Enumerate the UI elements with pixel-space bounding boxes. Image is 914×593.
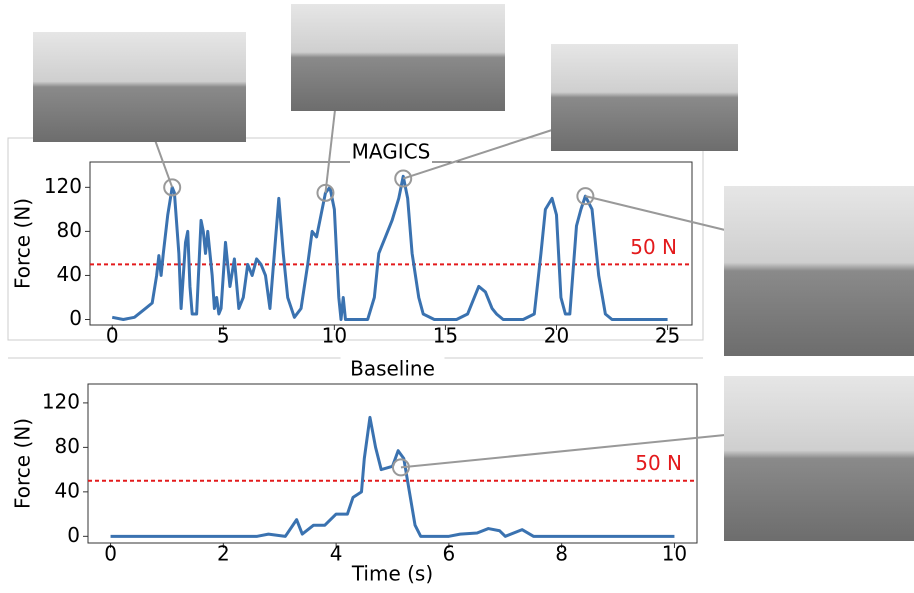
x-tick-label: 25 xyxy=(655,324,680,348)
photo xyxy=(724,376,914,541)
x-tick-label: 6 xyxy=(443,542,456,566)
photo xyxy=(551,44,738,151)
chart-title: Baseline xyxy=(350,357,435,381)
y-tick-label: 40 xyxy=(55,478,80,502)
y-tick-label: 80 xyxy=(57,218,82,242)
y-tick-label: 80 xyxy=(55,434,80,458)
x-tick-label: 10 xyxy=(662,542,687,566)
x-tick-label: 0 xyxy=(106,324,119,348)
y-axis-label: Force (N) xyxy=(11,198,35,289)
x-tick-label: 15 xyxy=(433,324,458,348)
y-tick-label: 120 xyxy=(44,174,82,198)
y-axis-label: Force (N) xyxy=(11,418,35,509)
photo xyxy=(291,4,505,111)
x-tick-label: 8 xyxy=(555,542,568,566)
y-tick-label: 0 xyxy=(69,306,82,330)
threshold-label: 50 N xyxy=(630,235,677,259)
figure: MAGICSForce (N)04080120051015202550 NBas… xyxy=(0,0,914,589)
x-tick-label: 2 xyxy=(217,542,230,566)
chart-title: MAGICS xyxy=(352,140,431,164)
x-tick-label: 10 xyxy=(322,324,347,348)
threshold-label: 50 N xyxy=(635,451,682,475)
x-axis-label: Time (s) xyxy=(351,562,433,586)
y-tick-label: 120 xyxy=(42,389,80,413)
y-tick-label: 0 xyxy=(67,523,80,547)
x-tick-label: 20 xyxy=(544,324,569,348)
x-tick-label: 0 xyxy=(104,542,117,566)
photo xyxy=(724,186,914,356)
x-tick-label: 5 xyxy=(217,324,230,348)
photo xyxy=(33,32,246,142)
y-tick-label: 40 xyxy=(57,262,82,286)
x-tick-label: 4 xyxy=(330,542,343,566)
